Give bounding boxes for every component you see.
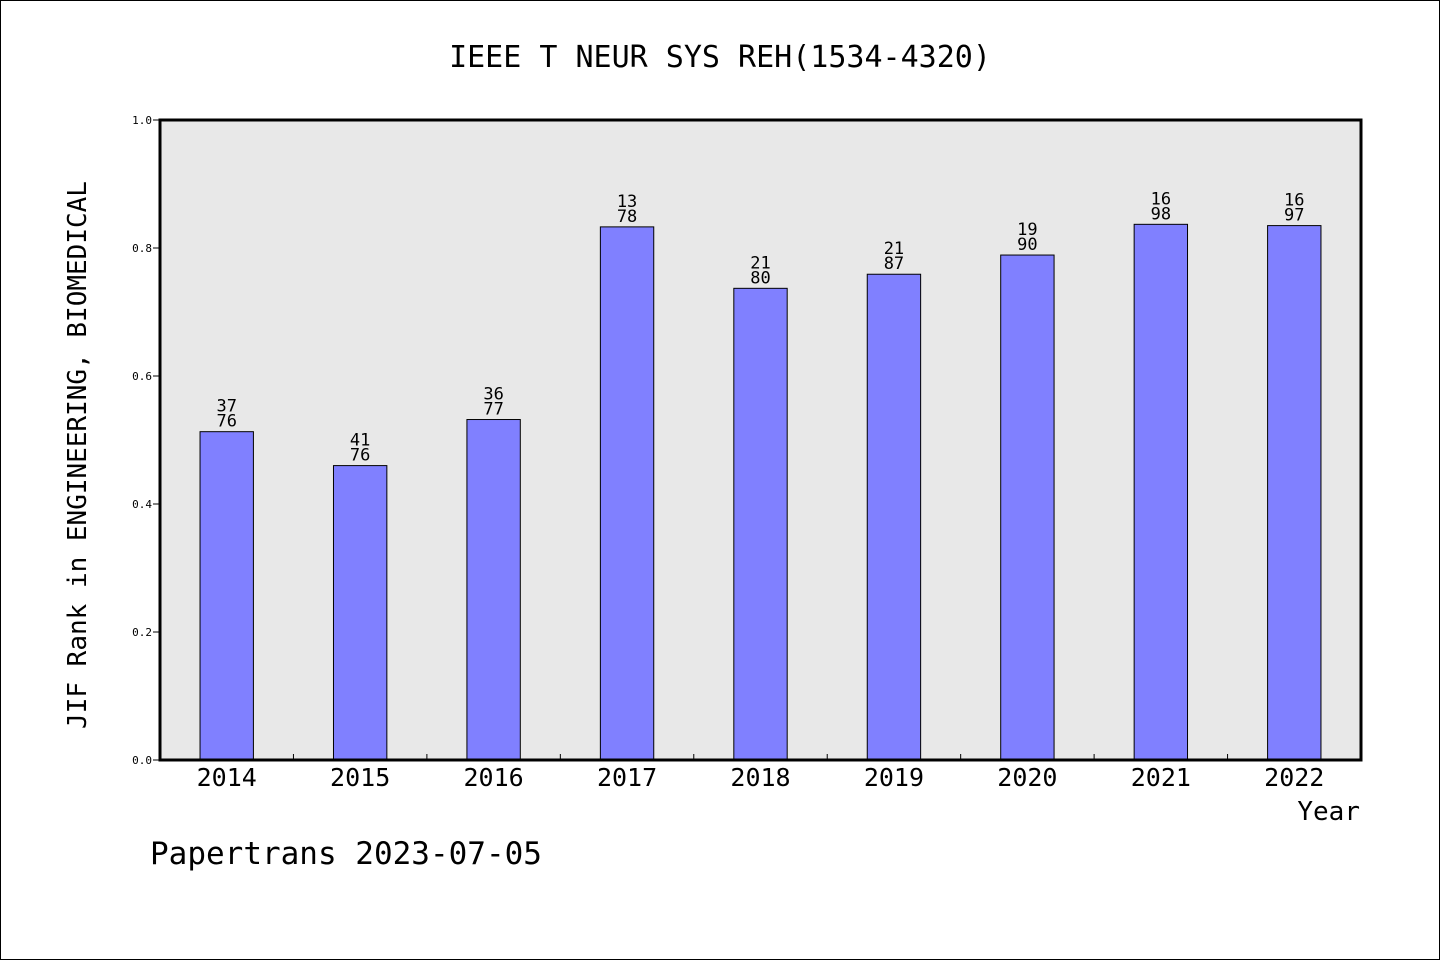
x-tick-label: 2014 xyxy=(197,763,257,792)
bar-label-total: 76 xyxy=(216,412,236,432)
bar-2014 xyxy=(199,431,254,761)
bar-label-total: 98 xyxy=(1151,204,1171,224)
bar-label-total: 78 xyxy=(617,207,637,227)
bar-label-total: 77 xyxy=(483,400,503,420)
bar-label-rank: 21 xyxy=(750,253,770,273)
y-tick-label: 0.2 xyxy=(132,626,152,639)
x-tick-label: 2019 xyxy=(864,763,924,792)
x-tick-label: 2016 xyxy=(464,763,524,792)
bar-2018 xyxy=(733,287,788,761)
x-axis-label: Year xyxy=(1297,797,1360,827)
bar-2022 xyxy=(1267,225,1322,761)
bar-2016 xyxy=(466,419,521,761)
y-axis-ticks: 0.0 0.2 0.4 0.6 0.8 1.0 xyxy=(132,114,160,767)
footer-text: Papertrans 2023-07-05 xyxy=(150,836,542,872)
bar-2020 xyxy=(1000,254,1055,761)
y-axis-label: JIF Rank in ENGINEERING, BIOMEDICAL xyxy=(63,181,93,729)
y-tick-label: 0.6 xyxy=(132,370,152,383)
bar-2019 xyxy=(866,273,922,761)
bar-label-rank: 41 xyxy=(350,431,370,451)
bar-2021 xyxy=(1133,223,1189,761)
bar-2015 xyxy=(332,465,388,761)
bar-label-total: 76 xyxy=(350,446,370,466)
bar-label-rank: 16 xyxy=(1151,189,1171,209)
y-tick-label: 0.4 xyxy=(132,498,152,511)
bar-label-rank: 21 xyxy=(884,239,904,259)
bar-label-rank: 37 xyxy=(216,397,236,417)
x-tick-label: 2015 xyxy=(330,763,390,792)
bar-label-rank: 13 xyxy=(617,192,637,212)
y-tick-label: 0.8 xyxy=(132,242,152,255)
bar-label-rank: 36 xyxy=(483,385,503,405)
x-tick-label: 2017 xyxy=(597,763,657,792)
x-tick-label: 2022 xyxy=(1264,763,1324,792)
y-tick-label: 0.0 xyxy=(132,754,152,767)
bar-label-total: 80 xyxy=(750,268,770,288)
bar-label-rank: 16 xyxy=(1284,191,1304,211)
bar-label-rank: 19 xyxy=(1017,220,1037,240)
plot-border xyxy=(158,118,1363,762)
bar-label-total: 97 xyxy=(1284,206,1304,226)
x-tick-label: 2018 xyxy=(730,763,790,792)
y-tick-label: 1.0 xyxy=(132,114,152,127)
bar-label-total: 87 xyxy=(884,254,904,274)
x-axis-ticks: 2014 2015 2016 2017 2018 2019 2020 2021 2022 xyxy=(197,754,1324,792)
chart-title: IEEE T NEUR SYS REH(1534-4320) xyxy=(449,40,991,75)
bars xyxy=(199,223,1322,761)
x-tick-label: 2020 xyxy=(997,763,1057,792)
bar-2017 xyxy=(599,226,655,761)
x-tick-label: 2021 xyxy=(1131,763,1191,792)
bar-label-total: 90 xyxy=(1017,235,1037,255)
